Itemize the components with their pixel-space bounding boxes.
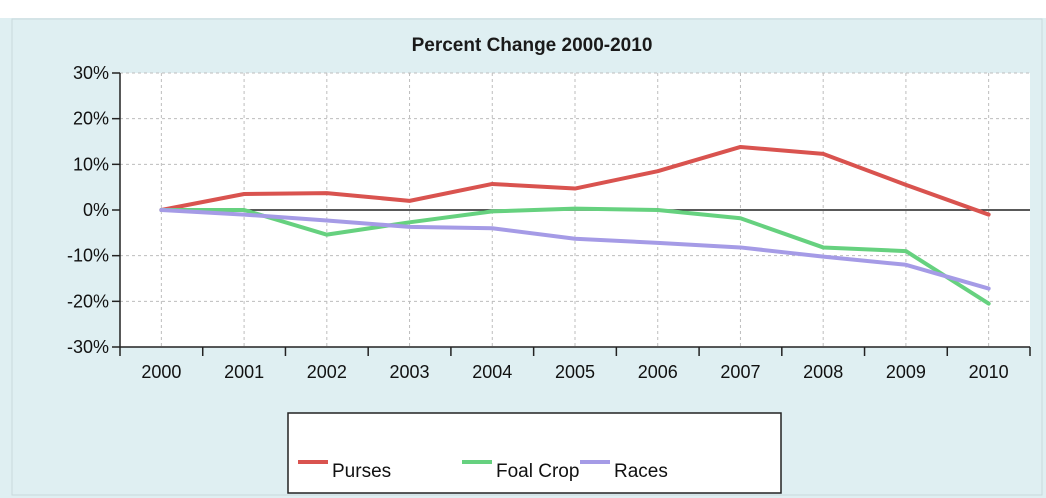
chart-title: Percent Change 2000-2010 [412, 35, 653, 56]
series-line-races [159, 208, 991, 291]
x-tick-label: 2010 [969, 362, 1009, 382]
x-tick-label: 2006 [638, 362, 678, 382]
x-tick-label: 2008 [803, 362, 843, 382]
legend-label-foal-crop: Foal Crop [496, 461, 579, 482]
legend-label-purses: Purses [332, 461, 391, 482]
top-strip [0, 0, 1046, 18]
legend-label-races: Races [614, 461, 668, 482]
y-tick-label: 0% [83, 200, 109, 220]
y-tick-label: 30% [73, 63, 109, 83]
series-line-foal-crop [159, 206, 991, 306]
x-tick-label: 2004 [472, 362, 512, 382]
x-tick-label: 2005 [555, 362, 595, 382]
series-line-purses [159, 144, 991, 217]
chart-border [11, 18, 1043, 496]
x-tick-label: 2009 [886, 362, 926, 382]
legend-box [287, 412, 782, 494]
y-tick-label: 20% [73, 109, 109, 129]
plot-area: 30% 20% 10% 0% -10% -20% -30% 2000 2001 2002 2003 2… [67, 63, 1031, 382]
x-tick-label: 2003 [390, 362, 430, 382]
x-tick-label: 2001 [224, 362, 264, 382]
legend: Purses Foal Crop Races [298, 460, 668, 482]
x-tick-label: 2000 [141, 362, 181, 382]
y-tick-label: -20% [67, 291, 109, 311]
y-tick-label: -30% [67, 337, 109, 357]
x-tick-label: 2002 [307, 362, 347, 382]
x-tick-label: 2007 [720, 362, 760, 382]
y-tick-label: 10% [73, 154, 109, 174]
y-tick-label: -10% [67, 246, 109, 266]
